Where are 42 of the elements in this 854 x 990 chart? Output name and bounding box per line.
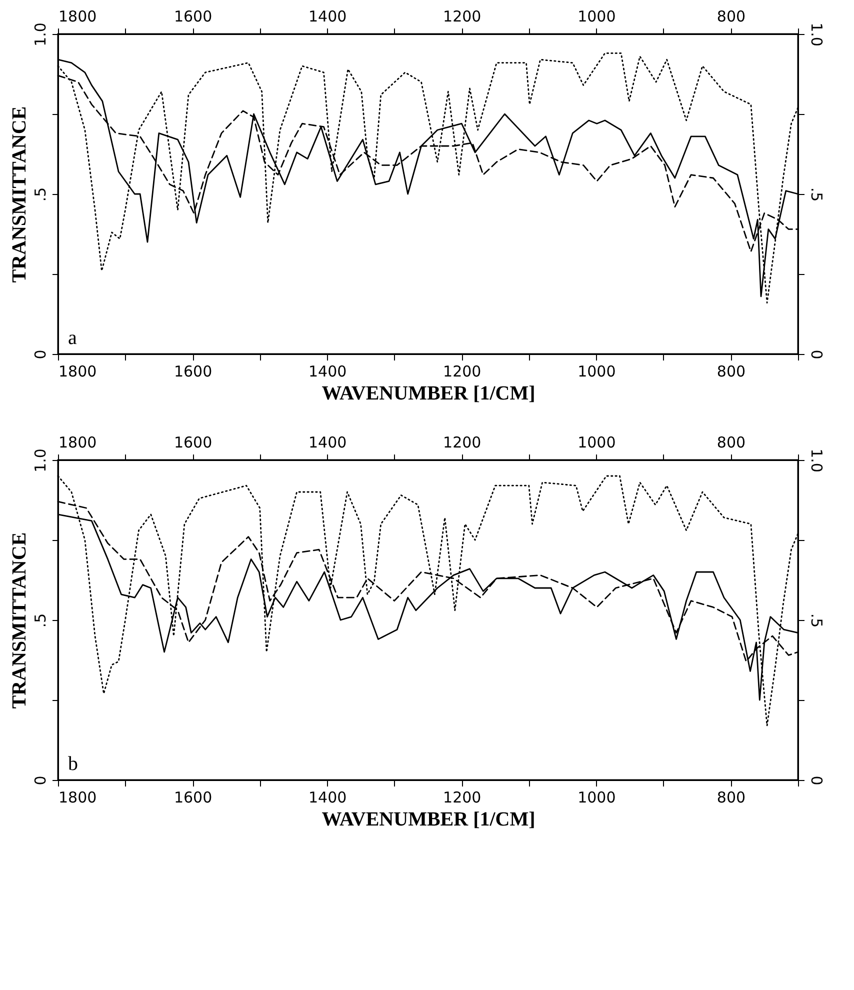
x-tick-label: 1400 — [308, 788, 347, 806]
x-tick-label: 1400 — [308, 362, 347, 380]
y2-tick-label: 0 — [808, 350, 826, 360]
x-tick-label: 800 — [716, 362, 746, 380]
x2-tick-label: 1600 — [174, 434, 212, 452]
x2-tick-label: 800 — [716, 8, 746, 26]
y-tick-label: .5 — [32, 613, 50, 628]
y2-tick-label: .5 — [808, 613, 826, 628]
x-tick-label: 800 — [716, 788, 746, 806]
y2-tick-label: .5 — [808, 187, 826, 202]
x2-tick-label: 1200 — [443, 434, 482, 452]
x-tick-label: 1000 — [578, 362, 616, 380]
x-axis-title: WAVENUMBER [1/CM] — [322, 808, 536, 830]
x2-tick-label: 800 — [716, 434, 746, 452]
x-tick-label: 1800 — [58, 362, 97, 380]
y2-tick-label: 0 — [808, 776, 826, 786]
x2-tick-label: 1400 — [308, 8, 347, 26]
y-tick-label: .5 — [32, 187, 50, 202]
x-tick-label: 1200 — [443, 362, 482, 380]
y-axis-title: TRANSMITTANCE — [8, 532, 30, 709]
x-tick-label: 1600 — [174, 788, 212, 806]
y-tick-label: 0 — [32, 776, 50, 786]
x2-tick-label: 1600 — [174, 8, 212, 26]
x2-tick-label: 1800 — [58, 434, 97, 452]
y-tick-label: 1.0 — [32, 22, 50, 46]
x2-tick-label: 1000 — [578, 434, 616, 452]
y-axis-title: TRANSMITTANCE — [8, 106, 30, 283]
x2-tick-label: 1400 — [308, 434, 347, 452]
x-tick-label: 1800 — [58, 788, 97, 806]
x-tick-label: 1000 — [578, 788, 616, 806]
y-tick-label: 0 — [32, 350, 50, 360]
x2-tick-label: 1200 — [443, 8, 482, 26]
y2-tick-label: 1.0 — [808, 22, 826, 46]
x-tick-label: 1200 — [443, 788, 482, 806]
y-tick-label: 1.0 — [32, 448, 50, 472]
x2-tick-label: 1800 — [58, 8, 97, 26]
x2-tick-label: 1000 — [578, 8, 616, 26]
x-axis-title: WAVENUMBER [1/CM] — [322, 382, 536, 404]
annotation: b — [68, 753, 78, 775]
y2-tick-label: 1.0 — [808, 448, 826, 472]
annotation: a — [68, 327, 77, 349]
x-tick-label: 1600 — [174, 362, 212, 380]
